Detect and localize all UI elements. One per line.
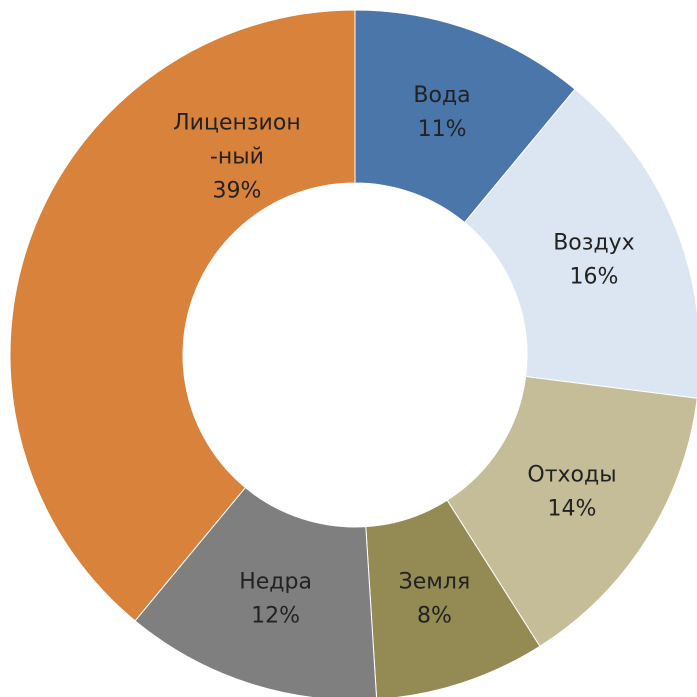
value-label: 12% <box>251 603 300 628</box>
slice-label: Лицензион -ный <box>173 111 301 170</box>
label-line: Вода <box>413 83 470 108</box>
slice-label: Вода <box>413 83 470 108</box>
slice-label: Воздух <box>553 230 635 255</box>
slice <box>365 499 541 697</box>
slice <box>9 9 356 622</box>
value-label: 16% <box>569 264 618 289</box>
value-label: 8% <box>417 603 452 628</box>
slice-label: Отходы <box>527 463 616 488</box>
slice <box>463 88 697 399</box>
label-line: Земля <box>399 569 471 594</box>
label-line: Воздух <box>553 230 635 255</box>
label-line: Лицензион <box>173 111 301 136</box>
label-line: Недра <box>239 569 312 594</box>
label-line: Отходы <box>527 463 616 488</box>
slice-label: Земля <box>399 569 471 594</box>
slice <box>354 9 576 224</box>
value-label: 39% <box>212 179 261 204</box>
slice-label: Недра <box>239 569 312 594</box>
slice <box>134 486 378 697</box>
label-line: -ный <box>210 145 264 170</box>
value-label: 14% <box>548 497 597 522</box>
slice <box>446 375 697 647</box>
value-label: 11% <box>418 117 467 142</box>
